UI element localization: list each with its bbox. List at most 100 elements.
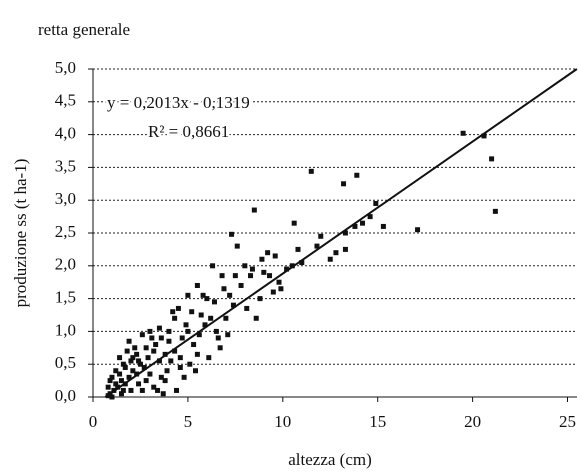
y-tick-label: 1,5 (55, 288, 76, 307)
point (126, 374, 132, 380)
point (196, 332, 202, 338)
point (208, 315, 214, 321)
y-tick-label: 2,0 (55, 255, 76, 274)
point (181, 374, 187, 380)
y-tick-label: 0,5 (55, 353, 76, 372)
point (156, 358, 162, 364)
point (175, 305, 181, 311)
point (342, 230, 348, 236)
point (373, 200, 379, 206)
point (117, 371, 123, 377)
point (333, 250, 339, 256)
point (217, 345, 223, 351)
point (158, 335, 164, 341)
point (118, 378, 124, 384)
point (299, 260, 305, 266)
point (200, 292, 206, 298)
point (367, 214, 373, 220)
point (249, 266, 255, 272)
point (225, 332, 231, 338)
point (143, 345, 149, 351)
point (242, 263, 248, 269)
point (213, 328, 219, 334)
y-tick-label: 3,5 (55, 156, 76, 175)
point (137, 361, 143, 367)
point (223, 315, 229, 321)
x-axis-title: altezza (cm) (288, 450, 372, 469)
point (139, 387, 145, 393)
point (147, 328, 153, 334)
point (232, 273, 238, 279)
point (380, 223, 386, 229)
point (295, 246, 301, 252)
point (270, 289, 276, 295)
point (352, 223, 358, 229)
y-tick-label: 4,0 (55, 124, 76, 143)
point (134, 371, 140, 377)
point (136, 358, 142, 364)
point (139, 332, 145, 338)
point (318, 233, 324, 239)
point (202, 322, 208, 328)
point (210, 263, 216, 269)
point (115, 384, 121, 390)
point (238, 282, 244, 288)
point (354, 172, 360, 178)
point (147, 371, 153, 377)
x-tick-label: 0 (89, 412, 98, 431)
point (187, 361, 193, 367)
point (120, 387, 126, 393)
point (261, 269, 267, 275)
point (164, 368, 170, 374)
point (267, 273, 273, 279)
point (194, 351, 200, 357)
point (227, 292, 233, 298)
point (118, 391, 124, 397)
y-axis-title: produzione ss (t ha-1) (11, 159, 30, 308)
point (166, 338, 172, 344)
point (219, 273, 225, 279)
point (415, 227, 421, 233)
point (185, 328, 191, 334)
point (251, 207, 257, 213)
point (149, 335, 155, 341)
point (153, 342, 159, 348)
point (460, 130, 466, 136)
point (179, 335, 185, 341)
point (192, 368, 198, 374)
point (128, 387, 134, 393)
point (291, 220, 297, 226)
point (206, 355, 212, 361)
point (132, 345, 138, 351)
point (248, 273, 254, 279)
point (257, 296, 263, 302)
point (120, 361, 126, 367)
point (160, 391, 166, 397)
y-tick-label: 0,0 (55, 386, 76, 405)
x-tick-label: 10 (274, 412, 291, 431)
point (198, 312, 204, 318)
point (134, 351, 140, 357)
point (253, 315, 259, 321)
point (166, 328, 172, 334)
point (136, 381, 142, 387)
point (128, 358, 134, 364)
point (191, 342, 197, 348)
point (177, 355, 183, 361)
point (278, 286, 284, 292)
point (221, 286, 227, 292)
point (124, 348, 130, 354)
point (162, 378, 168, 384)
point (183, 322, 189, 328)
point (259, 256, 265, 262)
point (185, 292, 191, 298)
trend-line (104, 68, 578, 398)
point (177, 364, 183, 370)
point (314, 243, 320, 249)
point (105, 384, 111, 390)
point (204, 296, 210, 302)
point (284, 266, 290, 272)
point (360, 220, 366, 226)
point (155, 387, 161, 393)
